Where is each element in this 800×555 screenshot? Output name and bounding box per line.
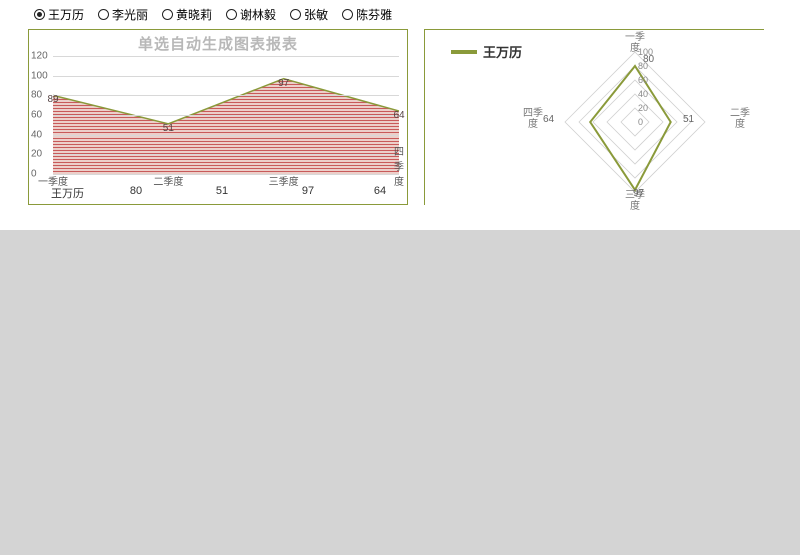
radio-option[interactable]: 李光丽	[98, 6, 148, 23]
radio-icon	[98, 9, 109, 20]
radar-axis-label: 四季度	[523, 108, 543, 130]
data-row-name: 王万历	[29, 185, 93, 201]
radio-icon	[34, 9, 45, 20]
radar-chart-panel: 王万历 一季度二季度三季度四季度02040608010080519764	[424, 29, 764, 205]
radar-tick-label: 60	[638, 75, 648, 85]
radio-option[interactable]: 陈芬雅	[342, 6, 392, 23]
grid-line	[53, 135, 399, 136]
radar-tick-label: 20	[638, 103, 648, 113]
radio-option[interactable]: 黄晓莉	[162, 6, 212, 23]
y-axis-label: 120	[31, 51, 48, 62]
value-label: 89	[47, 94, 58, 105]
panels: 单选自动生成图表报表 020406080100120一季度二季度三季度四季度89…	[0, 29, 800, 205]
grid-line	[53, 56, 399, 57]
value-label: 64	[393, 110, 404, 121]
data-row-value: 80	[93, 185, 179, 201]
report-page: 王万历 李光丽 黄晓莉 谢林毅 张敏 陈芬雅 单选自动生成图表报表 0 20 40 60 80 10…	[0, 0, 800, 230]
grid-line	[53, 154, 399, 155]
radar-legend: 王万历	[451, 42, 522, 61]
radio-label: 李光丽	[112, 6, 148, 23]
grid-line	[53, 174, 399, 175]
radar-tick-label: 0	[638, 117, 643, 127]
grid-line	[53, 95, 399, 96]
y-axis-label: 20	[31, 149, 42, 160]
area-chart: 020406080100120一季度二季度三季度四季度89519764	[53, 56, 399, 174]
area-chart-panel: 单选自动生成图表报表 020406080100120一季度二季度三季度四季度89…	[28, 29, 408, 205]
value-label: 97	[278, 78, 289, 89]
radio-label: 谢林毅	[240, 6, 276, 23]
radar-chart-svg	[535, 34, 735, 206]
radio-icon	[162, 9, 173, 20]
y-axis-label: 60	[31, 110, 42, 121]
radar-value-label: 51	[683, 114, 694, 125]
radar-value-label: 80	[643, 54, 654, 65]
x-axis-label: 四季度	[394, 143, 404, 188]
radio-option[interactable]: 王万历	[34, 6, 84, 23]
data-row-value: 51	[179, 185, 265, 201]
radio-option[interactable]: 张敏	[290, 6, 328, 23]
grid-line	[53, 115, 399, 116]
data-row-value: 64	[351, 185, 409, 201]
y-axis-label: 0	[31, 169, 37, 180]
legend-swatch	[451, 50, 477, 54]
radio-icon	[342, 9, 353, 20]
radio-label: 张敏	[304, 6, 328, 23]
data-row: 王万历80519764	[29, 185, 407, 201]
radio-label: 陈芬雅	[356, 6, 392, 23]
area-chart-title: 单选自动生成图表报表	[29, 30, 407, 54]
radar-value-label: 97	[633, 188, 644, 199]
radio-option[interactable]: 谢林毅	[226, 6, 276, 23]
radar-legend-label: 王万历	[483, 42, 522, 61]
value-label: 51	[163, 123, 174, 134]
radio-icon	[226, 9, 237, 20]
grid-line	[53, 76, 399, 77]
y-axis-label: 40	[31, 129, 42, 140]
radio-label: 黄晓莉	[176, 6, 212, 23]
radio-label: 王万历	[48, 6, 84, 23]
data-row-value: 97	[265, 185, 351, 201]
person-radio-group: 王万历 李光丽 黄晓莉 谢林毅 张敏 陈芬雅	[0, 0, 800, 29]
radar-axis-label: 二季度	[730, 108, 750, 130]
y-axis-label: 80	[31, 90, 42, 101]
y-axis-label: 100	[31, 70, 48, 81]
radio-icon	[290, 9, 301, 20]
radar-value-label: 64	[543, 114, 554, 125]
radar-tick-label: 40	[638, 89, 648, 99]
